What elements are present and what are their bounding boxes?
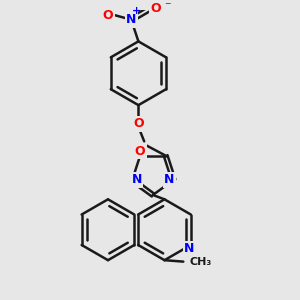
Text: ⁻: ⁻ xyxy=(164,0,171,13)
Text: O: O xyxy=(151,2,161,15)
Text: CH₃: CH₃ xyxy=(189,256,212,267)
Text: N: N xyxy=(164,173,174,187)
Text: N: N xyxy=(184,242,195,255)
Text: O: O xyxy=(135,145,146,158)
Text: +: + xyxy=(132,6,141,16)
Text: O: O xyxy=(103,9,113,22)
Text: O: O xyxy=(133,118,144,130)
Text: N: N xyxy=(131,173,142,187)
Text: N: N xyxy=(126,13,136,26)
